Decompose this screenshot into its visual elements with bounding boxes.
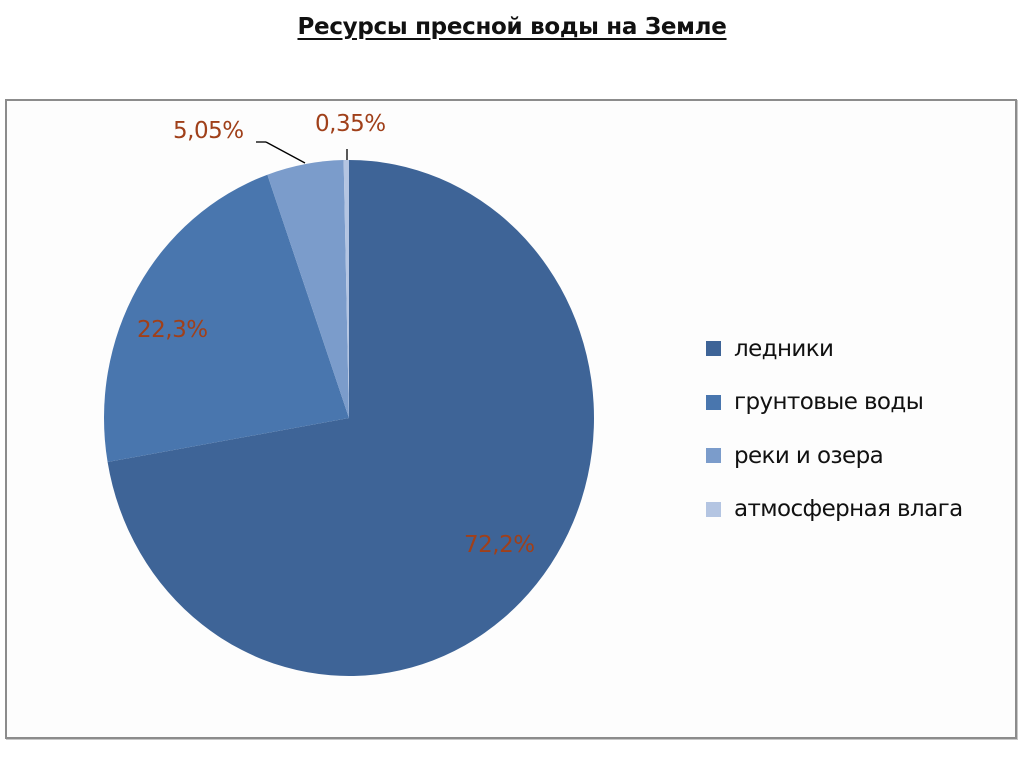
legend: ледники грунтовые воды реки и озера атмо… bbox=[706, 322, 963, 536]
slice-rivers-lakes bbox=[267, 160, 349, 418]
data-label-atmosphere: 0,35% bbox=[315, 111, 386, 137]
legend-swatch-icon bbox=[706, 501, 721, 517]
legend-label: атмосферная влага bbox=[734, 496, 963, 523]
legend-item-groundwater: грунтовые воды bbox=[706, 376, 963, 430]
chart-title: Ресурсы пресной воды на Земле bbox=[297, 14, 727, 40]
leader-line-rivers-2 bbox=[265, 141, 306, 164]
slice-glaciers bbox=[107, 160, 595, 677]
legend-item-rivers-lakes: реки и озера bbox=[706, 429, 963, 483]
data-label-glaciers: 72,2% bbox=[464, 532, 535, 558]
legend-label: грунтовые воды bbox=[734, 389, 924, 416]
slice-atmosphere bbox=[343, 159, 349, 418]
legend-swatch-icon bbox=[706, 394, 721, 410]
legend-swatch-icon bbox=[706, 448, 721, 464]
slice-groundwater bbox=[104, 174, 350, 463]
legend-label: ледники bbox=[734, 335, 834, 362]
legend-label: реки и озера bbox=[734, 442, 884, 469]
legend-swatch-icon bbox=[706, 341, 721, 357]
data-label-groundwater: 22,3% bbox=[137, 317, 208, 343]
data-label-rivers-lakes: 5,05% bbox=[173, 118, 244, 144]
legend-item-atmosphere: атмосферная влага bbox=[706, 483, 963, 537]
legend-item-glaciers: ледники bbox=[706, 322, 963, 376]
